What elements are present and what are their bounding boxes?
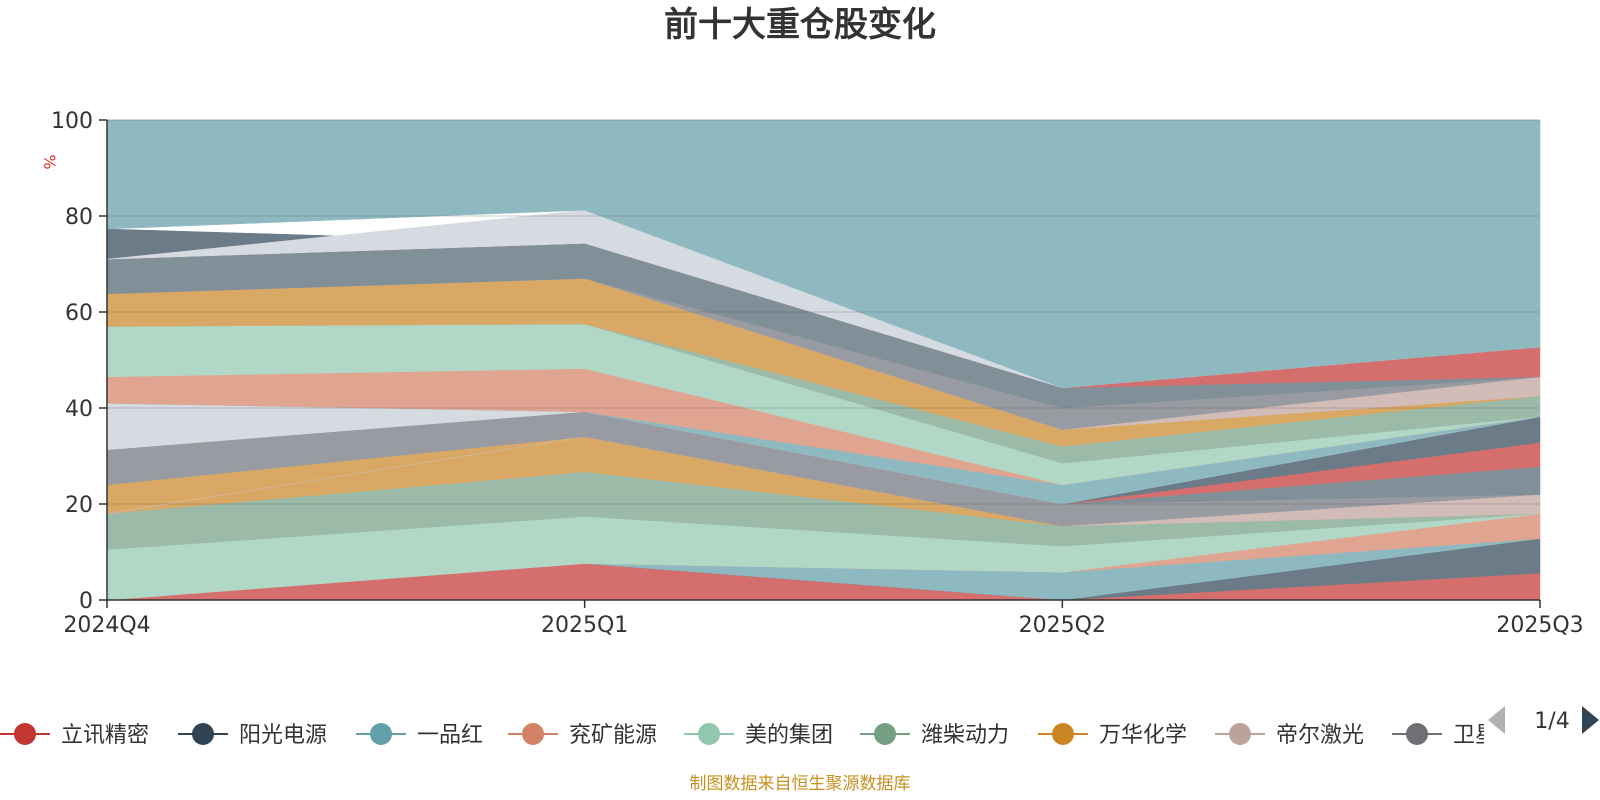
x-tick-label-3: 2025Q3 [1496,613,1583,638]
legend-label: 阳光电源 [239,723,327,748]
legend-item-3[interactable]: 兖矿能源 [508,723,657,748]
y-tick-label-20: 20 [65,493,93,518]
x-tick-label-0: 2024Q4 [63,613,150,638]
legend-pager[interactable]: 1/4 [1488,706,1599,734]
legend-marker [192,723,214,745]
legend-label: 卫星化学 [1453,723,1541,748]
area-bands [106,119,1541,601]
legend-marker [1052,723,1074,745]
chart-title: 前十大重仓股变化 [664,5,936,45]
legend-marker [370,723,392,745]
legend-label: 一品红 [417,723,483,748]
legend-label: 潍柴动力 [921,723,1009,748]
source-note: 制图数据来自恒生聚源数据库 [690,774,911,794]
legend-marker [1406,723,1428,745]
axes: 0 20 40 60 80 100 2024Q4 2025Q1 2025Q2 2025Q3 [51,109,1584,638]
y-tick-label-80: 80 [65,205,93,230]
legend-item-0[interactable]: 立讯精密 [0,723,149,748]
y-tick-label-100: 100 [51,109,93,134]
y-tick-label-0: 0 [79,589,93,614]
area-band-24 [106,119,1541,389]
legend-item-8[interactable]: 卫星化学 [1392,723,1541,748]
legend[interactable]: 立讯精密 阳光电源 一品红 兖矿能源 美的集团 潍柴动力 万华化学 帝尔激光 卫星化学 [0,723,1541,748]
legend-item-1[interactable]: 阳光电源 [178,723,327,748]
legend-page-indicator: 1/4 [1534,709,1569,734]
legend-item-4[interactable]: 美的集团 [684,723,833,748]
legend-marker [14,723,36,745]
legend-item-2[interactable]: 一品红 [356,723,483,748]
y-tick-label-40: 40 [65,397,93,422]
legend-next-icon[interactable] [1582,706,1599,734]
legend-item-6[interactable]: 万华化学 [1038,723,1187,748]
legend-marker [874,723,896,745]
legend-item-5[interactable]: 潍柴动力 [860,723,1009,748]
legend-label: 帝尔激光 [1276,723,1364,748]
y-tick-label-60: 60 [65,301,93,326]
y-axis-unit: % [40,154,59,169]
legend-item-7[interactable]: 帝尔激光 [1215,723,1364,748]
legend-marker [522,723,544,745]
grid-lines [107,119,1540,505]
legend-label: 立讯精密 [61,723,149,748]
legend-marker [1229,723,1251,745]
legend-marker [698,723,720,745]
legend-label: 美的集团 [745,723,833,748]
legend-prev-icon[interactable] [1488,706,1505,734]
legend-label: 万华化学 [1099,723,1187,748]
x-tick-label-1: 2025Q1 [541,613,628,638]
legend-label: 兖矿能源 [569,723,657,748]
x-tick-label-2: 2025Q2 [1019,613,1106,638]
